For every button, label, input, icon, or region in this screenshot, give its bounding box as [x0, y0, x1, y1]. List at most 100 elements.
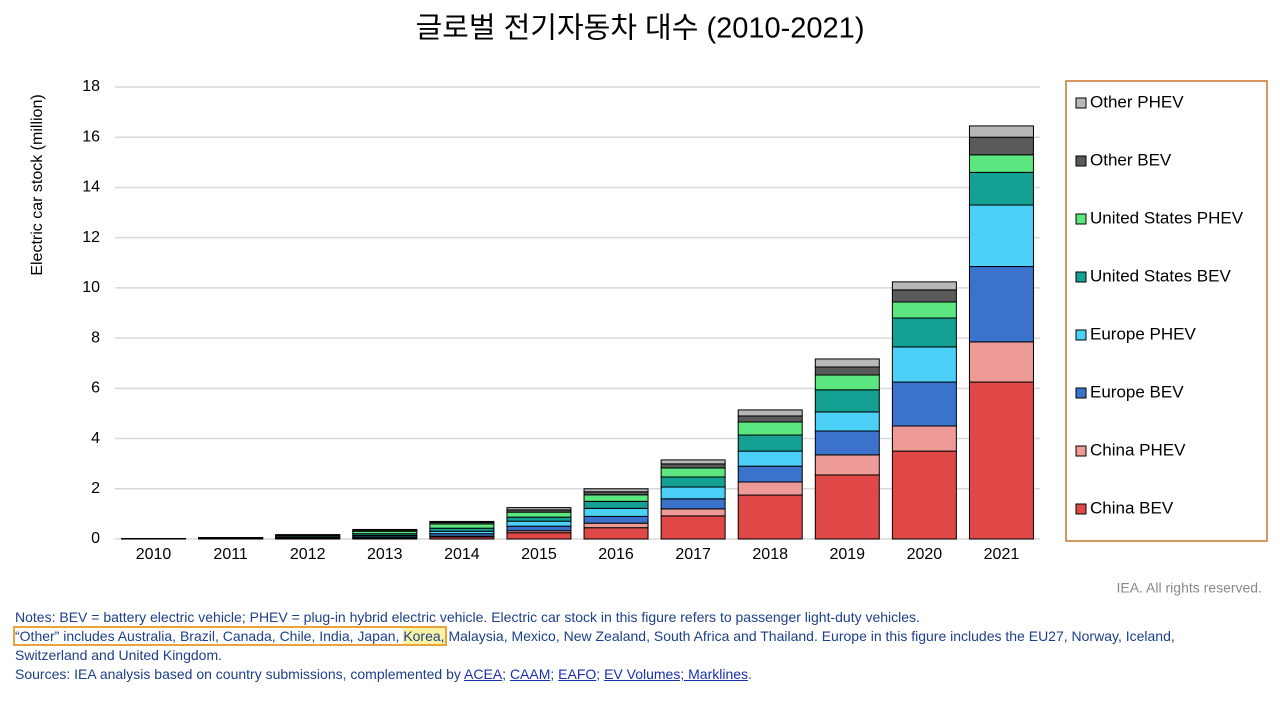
- source-link[interactable]: EAFO: [558, 666, 597, 682]
- bar-segment: [891, 317, 957, 348]
- bar-segment: [814, 374, 880, 391]
- y-tick-label: 4: [91, 430, 100, 447]
- source-link[interactable]: ACEA;: [464, 666, 507, 682]
- legend-swatch: [1075, 271, 1087, 283]
- bar-segment: [814, 454, 880, 476]
- chart: 글로벌 전기자동차 대수 (2010-2021) Electric car st…: [29, 12, 1268, 596]
- legend-swatch: [1075, 155, 1087, 167]
- bar-segment: [506, 507, 572, 511]
- note-line: “Other” includes Australia, Brazil, Cana…: [13, 626, 1250, 665]
- y-tick-label: 12: [82, 229, 100, 246]
- highlight-box: “Other” includes Australia, Brazil, Cana…: [13, 626, 447, 646]
- note-text: “Other” includes Australia, Brazil, Cana…: [15, 628, 400, 644]
- bar-segment: [814, 411, 880, 432]
- sources-line: Sources: IEA analysis based on country s…: [15, 665, 1250, 684]
- legend-label: Europe BEV: [1090, 382, 1184, 401]
- notes: Notes: BEV = battery electric vehicle; P…: [13, 608, 1250, 684]
- bar-segment: [968, 204, 1034, 268]
- bar-segment: [352, 528, 418, 531]
- bar-segment: [583, 527, 649, 540]
- bar-segment: [429, 520, 495, 523]
- y-tick-label: 18: [82, 78, 100, 95]
- legend-swatch: [1075, 213, 1087, 225]
- bar-segment: [660, 508, 726, 517]
- bar-segment: [583, 522, 649, 529]
- source-text: .: [748, 666, 752, 682]
- y-tick-label: 16: [82, 128, 100, 145]
- bar-segment: [891, 281, 957, 291]
- bar-segment: [968, 381, 1034, 540]
- bar-segment: [814, 389, 880, 413]
- bar-segment: [660, 486, 726, 500]
- x-tick-label: 2012: [290, 546, 326, 563]
- x-tick-label: 2020: [907, 546, 943, 563]
- bar-segment: [968, 266, 1034, 343]
- legend-swatch: [1075, 329, 1087, 341]
- legend-box: [1065, 80, 1268, 542]
- bar-segment: [583, 515, 649, 524]
- bar-segment: [506, 532, 572, 540]
- x-tick-label: 2016: [598, 546, 634, 563]
- bar-segment: [737, 421, 803, 436]
- bar-segment: [583, 488, 649, 493]
- bar-segment: [737, 494, 803, 540]
- bar-segment: [506, 516, 572, 522]
- y-tick-label: 6: [91, 380, 100, 397]
- bar-segment: [891, 425, 957, 452]
- y-tick-label: 10: [82, 279, 100, 296]
- bar-segment: [429, 523, 495, 529]
- legend-swatch: [1075, 387, 1087, 399]
- x-tick-label: 2015: [521, 546, 557, 563]
- bar-segment: [737, 465, 803, 483]
- bar-segment: [737, 434, 803, 452]
- bar-segment: [814, 430, 880, 456]
- y-tick-label: 8: [91, 329, 100, 346]
- x-tick-label: 2017: [675, 546, 711, 563]
- legend-label: United States BEV: [1090, 266, 1231, 285]
- bar-segment: [660, 463, 726, 469]
- y-tick-label: 0: [91, 530, 100, 547]
- legend-swatch: [1075, 97, 1087, 109]
- bar-segment: [968, 154, 1034, 173]
- x-tick-label: 2019: [829, 546, 865, 563]
- y-tick-label: 2: [91, 480, 100, 497]
- bar-segment: [660, 476, 726, 488]
- source-link[interactable]: EV Volumes; Marklines: [604, 666, 749, 682]
- x-tick-label: 2013: [367, 546, 403, 563]
- source-text: ;: [550, 666, 555, 682]
- bar-segment: [506, 511, 572, 518]
- legend-label: Other PHEV: [1090, 92, 1184, 111]
- bar-segment: [737, 481, 803, 496]
- bar-segment: [506, 525, 572, 532]
- bar-segment: [968, 171, 1034, 206]
- bar-segment: [891, 381, 957, 427]
- legend-swatch: [1075, 445, 1087, 457]
- bar-segment: [660, 459, 726, 465]
- legend-label: China BEV: [1090, 498, 1174, 517]
- legend-label: China PHEV: [1090, 440, 1186, 459]
- bar-segment: [891, 450, 957, 540]
- bar-segment: [737, 415, 803, 423]
- bar-segment: [891, 289, 957, 303]
- bar-segment: [737, 409, 803, 417]
- y-tick-label: 14: [82, 179, 100, 196]
- source-link[interactable]: CAAM: [509, 666, 551, 682]
- bar-segment: [814, 358, 880, 368]
- bar-segment: [660, 515, 726, 540]
- bar-segment: [583, 507, 649, 517]
- bar-segment: [506, 520, 572, 527]
- bar-segment: [968, 136, 1034, 156]
- bar-segment: [891, 346, 957, 383]
- credit: IEA. All rights reserved.: [1116, 580, 1262, 596]
- note-highlight: Korea,: [403, 628, 445, 644]
- bar-segment: [814, 366, 880, 376]
- note-text: Malaysia, Mexico, New Zealand, South Afr…: [15, 628, 1175, 663]
- bar-segment: [660, 498, 726, 510]
- x-tick-label: 2014: [444, 546, 480, 563]
- y-axis-label: Electric car stock (million): [29, 94, 46, 275]
- note-line: Notes: BEV = battery electric vehicle; P…: [15, 609, 920, 625]
- bar-segment: [814, 474, 880, 540]
- x-tick-label: 2018: [752, 546, 788, 563]
- legend-label: United States PHEV: [1090, 208, 1244, 227]
